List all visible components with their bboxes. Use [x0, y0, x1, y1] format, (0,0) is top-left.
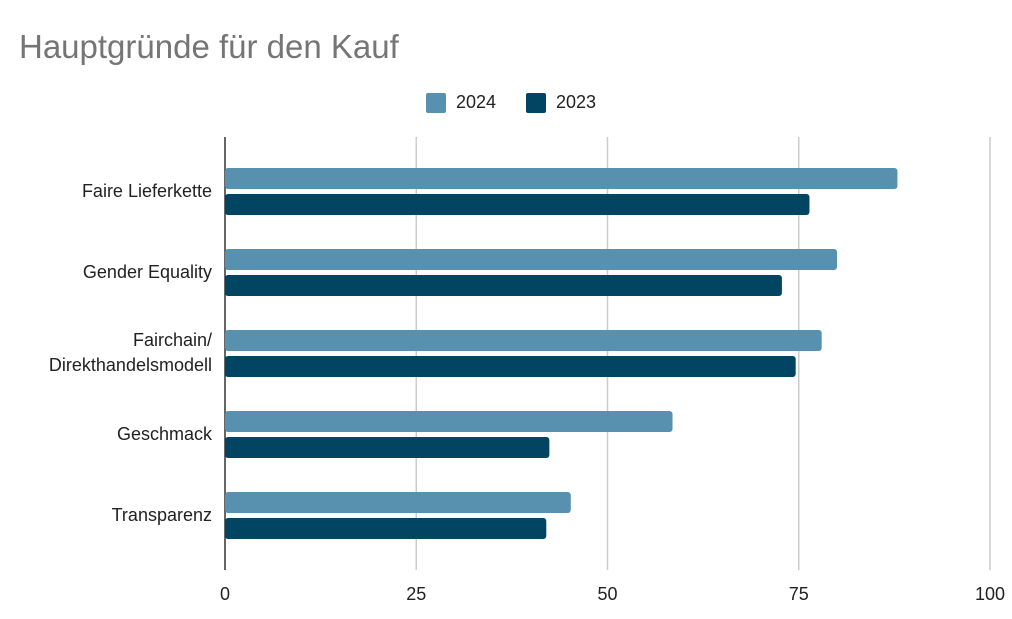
y-tick-label: Geschmack	[117, 424, 213, 444]
bar-2024	[225, 492, 571, 513]
bar-2024	[225, 249, 837, 270]
chart-title: Hauptgründe für den Kauf	[19, 28, 399, 65]
bar-2023	[225, 518, 547, 539]
legend-swatch	[526, 92, 546, 113]
x-tick-label: 100	[975, 584, 1005, 604]
x-tick-label: 25	[406, 584, 426, 604]
legend-item-2023: 2023	[526, 92, 596, 113]
bar-2023	[225, 275, 782, 296]
y-tick-label: Fairchain/	[133, 330, 212, 350]
legend-swatch	[425, 92, 446, 113]
bar-2024	[225, 411, 673, 432]
legend-label: 2024	[455, 92, 496, 112]
y-tick-label: Direkthandelsmodell	[49, 355, 212, 375]
y-tick-label: Faire Lieferkette	[82, 181, 212, 201]
bar-2023	[225, 356, 796, 377]
legend-label: 2023	[556, 92, 597, 112]
legend: 2024 2023	[0, 92, 1012, 113]
bar-2023	[225, 437, 550, 458]
y-tick-label: Gender Equality	[83, 262, 212, 282]
x-tick-label: 75	[789, 584, 809, 604]
legend-item-2024: 2024	[425, 92, 496, 113]
bar-2024	[225, 168, 898, 189]
bar-2023	[225, 194, 810, 215]
bar-2024	[225, 330, 822, 351]
y-tick-label: Transparenz	[112, 505, 212, 525]
x-tick-label: 0	[220, 584, 230, 604]
x-tick-label: 50	[597, 584, 617, 604]
